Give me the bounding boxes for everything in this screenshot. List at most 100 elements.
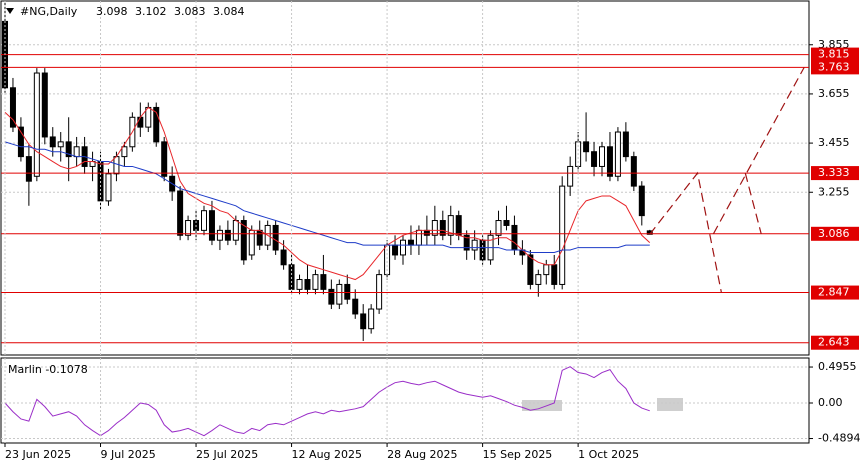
candle-body bbox=[447, 215, 454, 236]
candle-body bbox=[567, 165, 574, 187]
level-label-bg bbox=[811, 166, 859, 181]
candle-body bbox=[431, 220, 438, 236]
candle-body bbox=[559, 185, 566, 285]
candle-body bbox=[630, 156, 637, 187]
candle-body bbox=[113, 156, 120, 175]
candle-body bbox=[177, 190, 184, 236]
y-tick-label: 3.655 bbox=[818, 87, 850, 100]
candle-body bbox=[65, 141, 72, 158]
close-value: 3.084 bbox=[213, 5, 245, 18]
level-label: 3.815 bbox=[818, 48, 850, 61]
candle-body bbox=[535, 274, 542, 285]
candle-body bbox=[312, 274, 319, 290]
candle-body bbox=[137, 116, 144, 128]
candle-body bbox=[161, 141, 168, 177]
candle-body bbox=[599, 146, 605, 167]
candle-body bbox=[201, 210, 207, 231]
highlight-box bbox=[657, 398, 683, 411]
candle-body bbox=[392, 244, 399, 256]
x-tick-label: 12 Aug 2025 bbox=[292, 448, 362, 461]
open-value: 3.098 bbox=[96, 5, 128, 18]
candle-body bbox=[240, 220, 247, 261]
candle-body bbox=[614, 131, 621, 177]
level-label: 2.643 bbox=[818, 336, 850, 349]
candle-body bbox=[543, 264, 550, 276]
y-tick-label: -0.4894 bbox=[818, 432, 860, 445]
candle-body bbox=[352, 298, 359, 315]
candle-body bbox=[296, 279, 303, 290]
candle-body bbox=[336, 283, 343, 305]
candle-body bbox=[527, 254, 534, 285]
candle-body bbox=[256, 229, 263, 246]
candle-body bbox=[423, 229, 430, 236]
level-label: 3.333 bbox=[818, 166, 850, 179]
candle-body bbox=[153, 106, 160, 143]
forecast-line bbox=[744, 172, 762, 234]
x-tick-label: 9 Jul 2025 bbox=[101, 448, 156, 461]
candle-body bbox=[495, 220, 502, 236]
candle-body bbox=[622, 131, 629, 158]
x-tick-label: 25 Jul 2025 bbox=[196, 448, 258, 461]
forecast-line bbox=[712, 67, 805, 235]
candle-body bbox=[591, 151, 598, 167]
candle-body bbox=[73, 146, 80, 158]
candle-body bbox=[360, 313, 367, 330]
y-tick-label: 3.255 bbox=[818, 185, 850, 198]
line-series bbox=[4, 141, 650, 253]
high-value: 3.102 bbox=[135, 5, 167, 18]
candle-body bbox=[439, 220, 446, 236]
level-label: 2.847 bbox=[818, 286, 850, 299]
candle-body bbox=[455, 215, 462, 236]
candle-body bbox=[280, 249, 287, 266]
candle-body bbox=[471, 239, 478, 251]
level-label-bg bbox=[811, 285, 859, 300]
x-tick-label: 1 Oct 2025 bbox=[578, 448, 639, 461]
candle-body bbox=[9, 87, 16, 128]
x-tick-label: 28 Aug 2025 bbox=[387, 448, 457, 461]
level-label: 3.763 bbox=[818, 60, 850, 73]
symbol-title: #NG,Daily bbox=[20, 5, 78, 18]
candle-body bbox=[41, 72, 48, 138]
candle-body bbox=[208, 210, 215, 241]
candle-body bbox=[224, 229, 231, 241]
low-value: 3.083 bbox=[174, 5, 206, 18]
candle-body bbox=[17, 126, 24, 158]
candle-body bbox=[33, 72, 40, 177]
candle-body bbox=[49, 136, 56, 148]
candle-body bbox=[638, 185, 645, 217]
candle-body bbox=[57, 141, 64, 148]
candle-body bbox=[606, 146, 613, 177]
candle-body bbox=[407, 239, 414, 246]
menu-arrow bbox=[6, 8, 14, 14]
candle-body bbox=[344, 283, 351, 300]
candle-body bbox=[232, 220, 239, 241]
main-panel bbox=[0, 0, 810, 356]
candle-body bbox=[511, 224, 518, 251]
candle-body bbox=[25, 156, 32, 182]
y-tick-label: 3.855 bbox=[818, 38, 850, 51]
candle-body bbox=[272, 224, 279, 251]
candle-body bbox=[304, 279, 311, 290]
level-label-bg bbox=[811, 47, 859, 62]
candle-body bbox=[376, 274, 383, 310]
candle-body bbox=[328, 288, 335, 305]
line-series bbox=[4, 106, 651, 281]
x-tick-label: 23 Jun 2025 bbox=[5, 448, 71, 461]
level-label-bg bbox=[811, 226, 859, 241]
highlight-box bbox=[522, 400, 562, 411]
oscillator-panel bbox=[0, 357, 810, 444]
candle-body bbox=[400, 239, 406, 256]
level-label-bg bbox=[811, 60, 859, 75]
candle-body bbox=[320, 274, 327, 290]
forecast-line bbox=[649, 171, 722, 293]
candle-body bbox=[368, 308, 375, 330]
candle-body bbox=[551, 264, 558, 285]
candle-body bbox=[121, 146, 128, 158]
oscillator-title: Marlin -0.1078 bbox=[8, 363, 88, 376]
candle-body bbox=[463, 234, 470, 251]
y-tick-label: 3.455 bbox=[818, 136, 850, 149]
candle-body bbox=[216, 229, 223, 241]
